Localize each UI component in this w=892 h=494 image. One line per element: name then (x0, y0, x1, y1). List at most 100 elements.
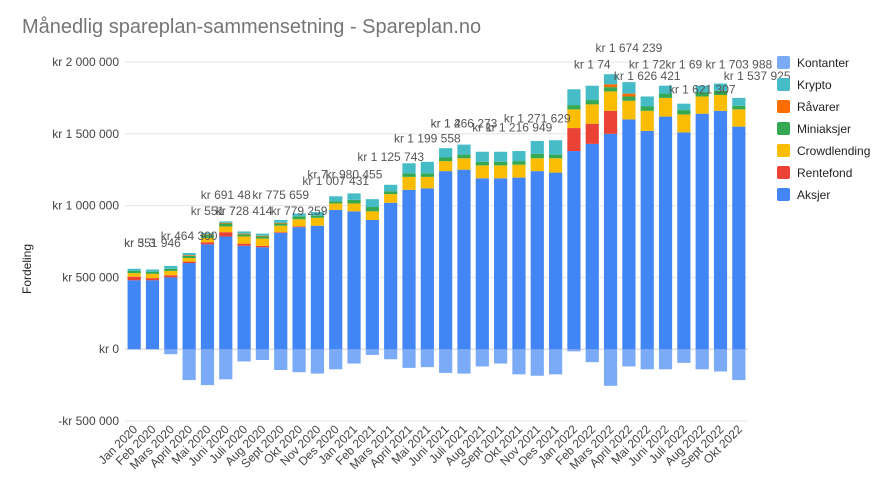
bar-segment-kontanter (329, 349, 343, 370)
bar-segment-kontanter (475, 349, 489, 367)
bar-segment-aksjer (255, 247, 270, 350)
bar-segment-crowdlending (274, 225, 288, 233)
legend-label: Aksjer (797, 188, 830, 202)
bar-segment-kontanter (219, 349, 233, 380)
bar-segment-kontanter (365, 349, 379, 355)
bar-segment-aksjer (512, 177, 526, 350)
bar-segment-krypto (494, 151, 508, 162)
bar-segment-rentefond (585, 123, 599, 144)
data-label: kr 1 216 949 (486, 121, 553, 135)
legend-swatch (777, 78, 790, 91)
bar-segment-rentefond (127, 276, 141, 281)
data-label: kr 1 (472, 121, 492, 135)
bar-segment-miniaksjer (732, 105, 746, 110)
bar-segment-aksjer (329, 209, 343, 350)
bar-segment-kontanter (310, 349, 324, 374)
bar-segment-miniaksjer (622, 96, 636, 101)
bar-segment-aksjer (127, 280, 141, 350)
data-label: kr 1 626 421 (614, 69, 681, 83)
bar-segment-miniaksjer (402, 173, 416, 177)
data-label: kr 1 69 (666, 57, 703, 71)
bar-segment-aksjer (219, 236, 233, 350)
bar-segment-krypto (603, 74, 618, 85)
bar-segment-kontanter (274, 349, 288, 371)
chart-title: Månedlig spareplan-sammensetning - Spare… (22, 16, 482, 38)
bar-segment-crowdlending (622, 100, 636, 120)
data-label: kr 980 455 (326, 167, 383, 181)
bar-segment-krypto (549, 140, 563, 155)
data-label: kr 1 266 273 (431, 116, 498, 130)
bar-segment-krypto (329, 196, 343, 202)
bar-segment-kontanter (640, 349, 654, 370)
data-label: kr 1 4 (431, 116, 461, 130)
bar-segment-miniaksjer (310, 215, 324, 218)
bar-segment-råvarer (622, 93, 636, 97)
legend-label: Crowdlending (797, 144, 870, 158)
bar-segment-rentefond (200, 242, 215, 245)
bar-segment-crowdlending (145, 273, 160, 279)
bar-segment-krypto (255, 233, 270, 236)
bar-segment-miniaksjer (255, 236, 270, 239)
bar-segment-råvarer (237, 233, 251, 235)
data-label: kr 1 199 558 (394, 131, 461, 145)
bar-segment-råvarer (603, 84, 618, 88)
bar-segment-miniaksjer (292, 216, 306, 220)
data-label: kr 7 (216, 204, 236, 218)
bar-segment-krypto (475, 151, 489, 162)
bar-segment-kontanter (347, 349, 361, 364)
bar-segment-kontanter (457, 349, 471, 374)
bar-segment-krypto (713, 83, 728, 91)
legend-label: Rentefond (797, 166, 852, 180)
bar-segment-aksjer (585, 143, 599, 350)
bar-segment-krypto (384, 184, 398, 192)
bar-segment-miniaksjer (384, 191, 398, 195)
bar-segment-miniaksjer (658, 93, 673, 98)
bar-segment-kontanter (713, 349, 728, 372)
bar-segment-aksjer (530, 171, 544, 350)
bar-segment-kontanter (530, 349, 544, 376)
bar-segment-kontanter (732, 349, 746, 381)
bar-segment-aksjer (640, 130, 654, 350)
y-tick-label: kr 1 500 000 (52, 127, 119, 141)
bar-segment-miniaksjer (200, 235, 215, 238)
legend-swatch (777, 144, 790, 157)
bar-segment-aksjer (622, 119, 636, 350)
bar-segment-kontanter (200, 349, 215, 386)
bar-segment-kontanter (622, 349, 636, 367)
bar-segment-aksjer (164, 277, 178, 350)
bar-segment-krypto (127, 268, 141, 271)
bar-segment-crowdlending (677, 114, 691, 133)
bar-segment-kontanter (695, 349, 709, 370)
data-label: kr 1 72 (629, 57, 666, 71)
bar-segment-aksjer (310, 225, 324, 350)
bar-segment-råvarer (200, 234, 215, 236)
bar-segment-krypto (677, 103, 691, 111)
data-label: 3 (149, 236, 156, 250)
legend-label: Krypto (797, 78, 832, 92)
data-label: kr 3 (124, 236, 144, 250)
bar-segment-miniaksjer (347, 199, 361, 204)
bar-segment-crowdlending (640, 110, 654, 131)
bar-segment-krypto (732, 97, 746, 106)
bar-segment-aksjer (182, 263, 196, 350)
bar-segment-kontanter (420, 349, 434, 368)
bar-segment-krypto (512, 151, 526, 162)
bar-segment-krypto (402, 163, 416, 174)
bar-segment-råvarer (255, 235, 270, 237)
bar-segment-krypto (695, 85, 709, 93)
data-label: kr 551 (191, 204, 225, 218)
bar-segment-kontanter (567, 349, 581, 352)
bar-segment-crowdlending (182, 258, 196, 262)
data-label: kr 7 (307, 167, 327, 181)
bar-segment-crowdlending (347, 203, 361, 212)
bar-segment-rentefond (603, 110, 618, 134)
bar-segment-miniaksjer (145, 271, 160, 274)
bar-segment-miniaksjer (494, 161, 508, 166)
bar-segment-miniaksjer (530, 153, 544, 159)
legend-swatch (777, 56, 790, 69)
bar-segment-krypto (439, 148, 453, 158)
bar-segment-miniaksjer (127, 270, 141, 274)
bar-segment-miniaksjer (585, 100, 599, 105)
